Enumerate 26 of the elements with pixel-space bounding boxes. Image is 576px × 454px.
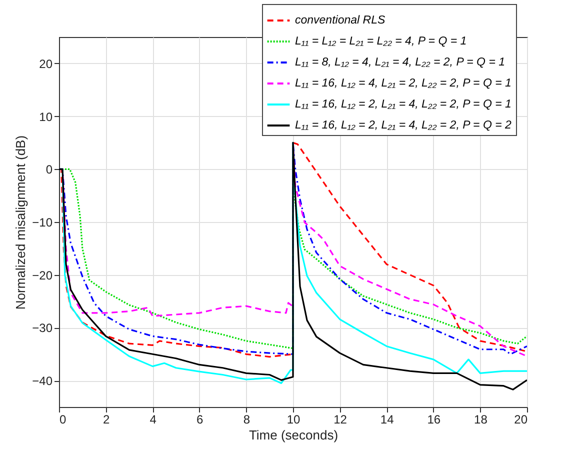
x-tick-label: 20 <box>514 412 528 426</box>
legend-label: conventional RLS <box>295 14 386 26</box>
y-tick-label: 0 <box>46 162 53 177</box>
y-tick-label: −30 <box>32 321 53 336</box>
x-tick-label: 4 <box>150 412 157 426</box>
x-tick-label: 0 <box>60 412 66 426</box>
y-tick-label: 20 <box>39 56 53 71</box>
x-tick-label: 16 <box>427 412 441 426</box>
x-tick-label: 14 <box>380 412 394 426</box>
x-tick-label: 6 <box>196 412 204 426</box>
y-axis-title: Normalized misalignment (dB) <box>13 135 28 310</box>
x-tick-label: 2 <box>102 412 110 426</box>
y-tick-label: −10 <box>32 216 53 230</box>
legend-label: L₁₁ = 8, L₁₂ = 4, L₂₁ = 4, L₂₂ = 2, P = Q = 1 <box>295 56 505 68</box>
x-tick-label: 8 <box>243 412 250 426</box>
x-tick-label: 12 <box>334 412 348 426</box>
y-tick-label: 10 <box>39 110 53 124</box>
x-tick-label: 18 <box>474 412 488 426</box>
legend-label: L₁₁ = L₁₂ = L₂₁ = L₂₂ = 4, P = Q = 1 <box>295 36 467 48</box>
y-tick-label: −20 <box>32 268 53 282</box>
legend-label: L₁₁ = 16, L₁₂ = 4, L₂₁ = 2, L₂₂ = 2, P = Q = 1 <box>295 78 512 90</box>
x-tick-label: 10 <box>286 412 300 426</box>
legend-label: L₁₁ = 16, L₁₂ = 2, L₂₁ = 4, L₂₂ = 2, P = Q = 1 <box>295 98 512 110</box>
y-tick-label: −40 <box>32 374 53 388</box>
x-axis-title: Time (seconds) <box>248 428 338 442</box>
legend-label: L₁₁ = 16, L₁₂ = 2, L₂₁ = 4, L₂₂ = 2, P = Q = 2 <box>295 120 512 132</box>
